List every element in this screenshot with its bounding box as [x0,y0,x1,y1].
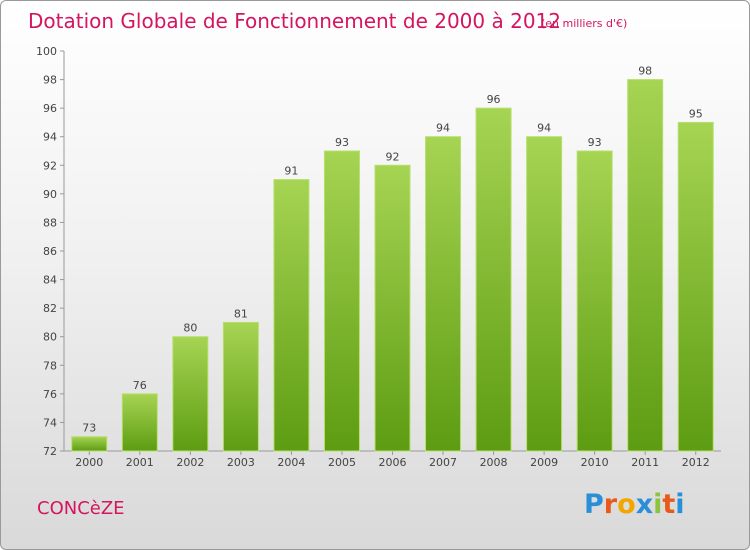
logo-letter: i [675,489,685,520]
x-tick-label: 2009 [530,456,558,469]
proxiti-logo: Proxiti [584,489,685,520]
logo-letter: x [635,489,654,520]
bar-value-label: 92 [386,150,400,163]
bar [475,107,512,452]
bar-value-label: 73 [82,422,96,435]
bar [71,436,108,452]
x-tick-label: 2003 [227,456,255,469]
x-tick-label: 2001 [126,456,154,469]
bar [222,321,259,452]
bar-value-label: 96 [487,93,501,106]
y-tick-label: 74 [43,416,57,429]
x-tick-label: 2000 [75,456,103,469]
y-tick-label: 88 [43,216,57,229]
y-tick-label: 80 [43,331,57,344]
y-tick-label: 86 [43,245,57,258]
logo-letter: P [584,489,604,520]
bar [627,79,664,452]
bar-value-label: 95 [689,107,703,120]
bar [425,136,462,452]
bar-value-label: 93 [335,136,349,149]
bar-value-label: 94 [436,122,450,135]
y-tick-label: 90 [43,188,57,201]
bar-value-label: 80 [183,322,197,335]
y-tick-label: 76 [43,388,57,401]
y-tick-label: 72 [43,445,57,458]
y-tick-label: 84 [43,274,57,287]
chart-title: Dotation Globale de Fonctionnement de 20… [28,9,561,33]
logo-letter: t [662,489,676,520]
bar-value-label: 91 [284,165,298,178]
bar [273,179,310,452]
commune-name: CONCèZE [37,498,125,519]
x-tick-label: 2005 [328,456,356,469]
logo-letter: r [603,489,618,520]
bar-value-label: 94 [537,122,551,135]
bar-value-label: 98 [638,65,652,78]
bar-value-label: 76 [133,379,147,392]
bar [172,336,209,452]
x-tick-label: 2008 [480,456,508,469]
y-tick-label: 78 [43,359,57,372]
y-tick-label: 98 [43,74,57,87]
y-tick-label: 96 [43,102,57,115]
bar [576,150,613,452]
bar [374,164,411,452]
y-tick-label: 100 [36,45,57,58]
bar [121,393,158,452]
x-tick-label: 2006 [379,456,407,469]
x-tick-label: 2002 [176,456,204,469]
y-tick-label: 82 [43,302,57,315]
y-tick-label: 94 [43,131,57,144]
y-tick-label: 92 [43,159,57,172]
x-tick-label: 2004 [277,456,305,469]
logo-letter: o [617,489,636,520]
bar [526,136,563,452]
x-tick-label: 2007 [429,456,457,469]
bar [323,150,360,452]
x-tick-label: 2010 [581,456,609,469]
logo-letter: i [653,489,663,520]
x-tick-label: 2011 [631,456,659,469]
x-tick-label: 2012 [682,456,710,469]
unit-note: (en milliers d'€) [541,17,628,30]
bar-value-label: 93 [588,136,602,149]
bar-value-label: 81 [234,307,248,320]
bar [677,121,714,452]
